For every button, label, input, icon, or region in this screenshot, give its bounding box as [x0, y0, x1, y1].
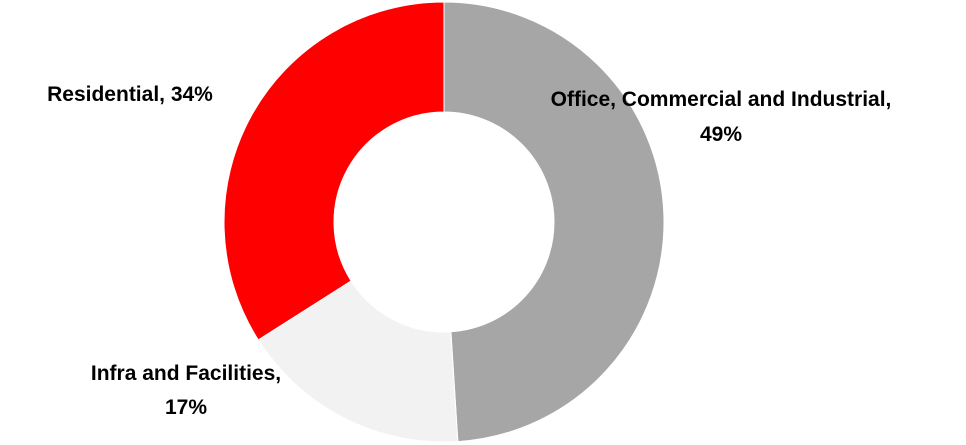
- slice-label-0-line-1: 49%: [700, 123, 742, 146]
- slice-label-1-line-0: Infra and Facilities,: [91, 362, 281, 385]
- slice-label-1-line-1: 17%: [165, 396, 207, 419]
- slice-label-0: Office, Commercial and Industrial, 49%: [551, 88, 892, 146]
- slice-label-2: Residential, 34%: [47, 83, 213, 106]
- slice-label-1: Infra and Facilities, 17%: [91, 362, 281, 419]
- donut-slices: [223, 1, 665, 443]
- slice-labels: Office, Commercial and Industrial, 49% Inf…: [47, 83, 891, 419]
- donut-slice-0: [443, 1, 665, 443]
- donut-slice-2: [223, 1, 445, 341]
- slice-label-2-line-0: Residential, 34%: [47, 83, 213, 106]
- slice-label-0-line-0: Office, Commercial and Industrial,: [551, 88, 892, 111]
- donut-slice-1: [257, 280, 459, 443]
